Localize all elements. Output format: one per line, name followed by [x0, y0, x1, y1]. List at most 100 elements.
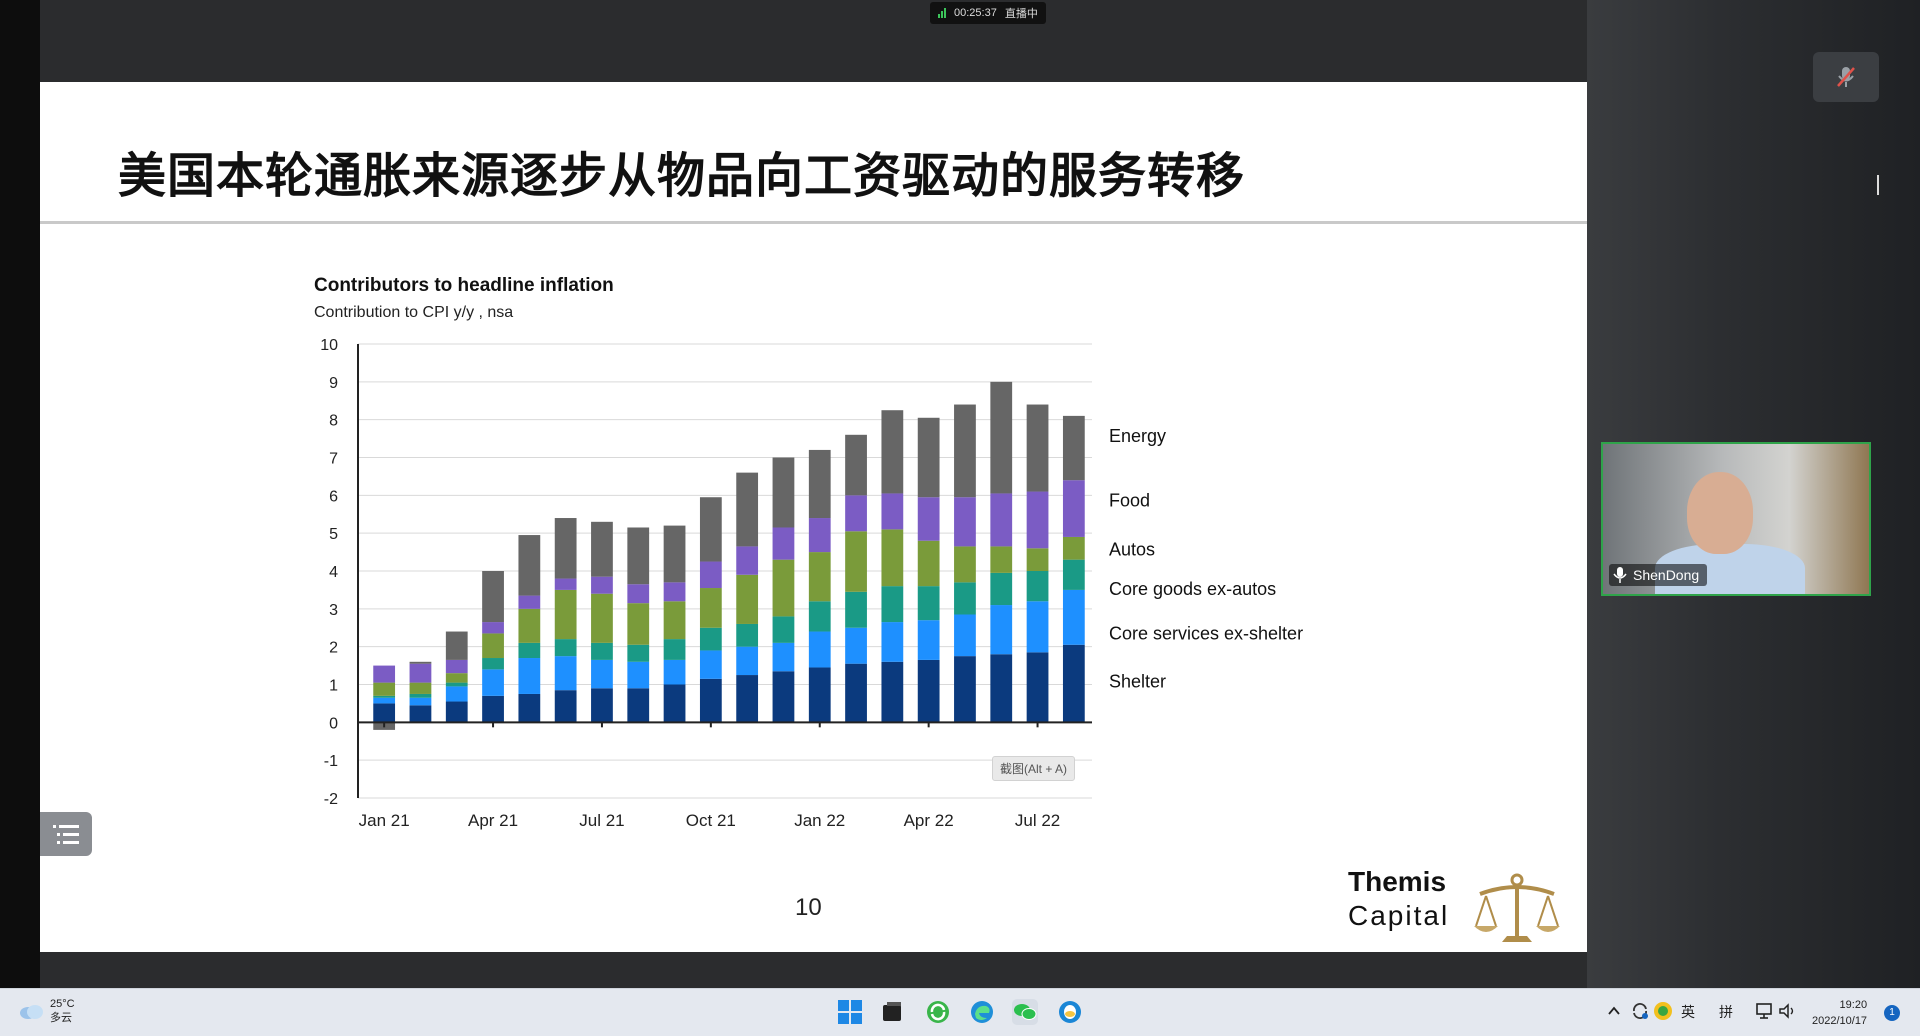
bar-segment-autos — [917, 540, 940, 587]
table-of-contents-button[interactable] — [40, 812, 92, 856]
bar-segment-core-services-ex-shelter — [881, 622, 904, 662]
ime-language[interactable]: 英 — [1681, 1004, 1695, 1020]
network-icon[interactable] — [1755, 1002, 1775, 1020]
bar-segment-shelter — [736, 675, 759, 723]
bar-segment-shelter — [554, 690, 577, 723]
bar-segment-core-services-ex-shelter — [518, 658, 541, 694]
qq-app-icon[interactable] — [1057, 999, 1083, 1025]
y-tick-label: 7 — [329, 451, 338, 468]
edge-browser-icon[interactable] — [969, 999, 995, 1025]
y-tick-label: 1 — [329, 678, 338, 695]
chevron-up-icon[interactable] — [1606, 1003, 1622, 1019]
participant-video-tile[interactable]: ShenDong — [1601, 442, 1871, 596]
bar-segment-food — [627, 584, 650, 604]
bar-segment-energy — [663, 525, 686, 583]
y-tick-label: 3 — [329, 602, 338, 619]
bar-segment-food — [591, 576, 613, 594]
microphone-icon — [1613, 567, 1627, 583]
bar-segment-core-goods-ex-autos — [373, 695, 396, 698]
bar-segment-core-goods-ex-autos — [772, 616, 795, 643]
x-tick-label: Jul 21 — [579, 811, 624, 830]
bar-segment-autos — [881, 529, 904, 587]
sync-icon[interactable] — [1630, 1001, 1650, 1021]
clock-time: 19:20 — [1839, 999, 1868, 1011]
live-status-badge: 00:25:37 直播中 — [930, 2, 1046, 24]
bar-segment-shelter — [772, 671, 795, 723]
bar-segment-core-services-ex-shelter — [663, 659, 686, 685]
participant-name-badge: ShenDong — [1609, 564, 1708, 586]
refresh-app-icon[interactable] — [925, 999, 951, 1025]
ime-mode[interactable]: 拼 — [1719, 1004, 1733, 1020]
participant-name: ShenDong — [1633, 567, 1700, 583]
chart-subtitle: Contribution to CPI y/y , nsa — [314, 304, 513, 321]
legend-label: Food — [1109, 491, 1150, 511]
bar-segment-autos — [808, 552, 831, 602]
bar-segment-energy — [409, 661, 432, 664]
weather-widget[interactable]: 25°C 多云 — [18, 997, 75, 1025]
bar-segment-shelter — [445, 701, 468, 723]
legend-label: Shelter — [1109, 672, 1166, 692]
bar-segment-core-goods-ex-autos — [917, 586, 940, 621]
bar-segment-core-goods-ex-autos — [990, 572, 1013, 606]
bar-segment-energy — [627, 527, 650, 585]
bar-segment-shelter — [373, 703, 396, 723]
bar-segment-energy — [445, 631, 468, 660]
bar-segment-food — [518, 595, 541, 609]
legend-label: Core goods ex-autos — [1109, 579, 1276, 599]
inflation-chart: Contributors to headline inflation Contr… — [314, 275, 1303, 830]
bar-segment-core-goods-ex-autos — [881, 586, 904, 623]
bar-segment-core-services-ex-shelter — [1026, 601, 1049, 653]
signal-icon — [938, 8, 946, 18]
logo-line2: Capital — [1348, 900, 1450, 931]
system-clock[interactable]: 19:20 2022/10/17 — [1812, 997, 1867, 1029]
bar-segment-shelter — [699, 678, 722, 723]
bar-segment-core-goods-ex-autos — [554, 639, 577, 657]
bar-segment-core-services-ex-shelter — [554, 656, 577, 691]
bar-segment-autos — [445, 673, 468, 683]
slide-title: 美国本轮通胀来源逐步从物品向工资驱动的服务转移 — [118, 148, 1246, 204]
screenshot-tooltip: 截图(Alt + A) — [992, 756, 1076, 781]
bar-segment-food — [373, 665, 396, 683]
bar-segment-food — [482, 622, 504, 634]
bar-segment-food — [990, 493, 1013, 547]
bar-segment-shelter — [518, 693, 541, 723]
bar-segment-autos — [990, 546, 1013, 573]
bar-segment-autos — [591, 593, 613, 643]
bar-segment-autos — [554, 589, 577, 640]
meeting-timer: 00:25:37 — [954, 7, 997, 19]
security-app-icon[interactable] — [1653, 1001, 1673, 1021]
bar-segment-shelter — [663, 684, 686, 723]
bar-segment-core-services-ex-shelter — [736, 646, 759, 676]
bar-segment-shelter — [1062, 644, 1085, 723]
bar-segment-food — [917, 497, 940, 541]
clock-date: 2022/10/17 — [1812, 1015, 1868, 1027]
y-tick-label: 8 — [329, 413, 338, 430]
mute-button[interactable] — [1813, 52, 1879, 102]
windows-start-icon[interactable] — [837, 999, 863, 1025]
bar-segment-shelter — [917, 659, 940, 723]
bar-segment-energy — [845, 434, 867, 496]
bar-segment-core-services-ex-shelter — [772, 642, 795, 672]
bar-segment-autos — [663, 601, 686, 640]
bar-segment-core-services-ex-shelter — [699, 650, 722, 679]
bar-segment-core-services-ex-shelter — [627, 661, 650, 689]
volume-icon[interactable] — [1778, 1002, 1798, 1020]
bar-segment-core-services-ex-shelter — [373, 697, 396, 704]
notification-badge[interactable]: 1 — [1884, 1005, 1900, 1021]
bar-segment-core-services-ex-shelter — [482, 669, 504, 696]
legend-label: Energy — [1109, 426, 1166, 446]
y-tick-label: 6 — [329, 488, 338, 505]
task-view-icon[interactable] — [879, 999, 905, 1025]
bar-segment-core-goods-ex-autos — [845, 591, 867, 628]
x-tick-label: Jan 22 — [794, 811, 845, 830]
bar-segment-food — [409, 663, 432, 683]
bar-segment-shelter — [954, 656, 976, 723]
bar-segment-core-goods-ex-autos — [445, 682, 468, 687]
bar-segment-core-goods-ex-autos — [1062, 559, 1085, 590]
bar-segment-core-goods-ex-autos — [736, 623, 759, 647]
bar-segment-energy — [554, 518, 577, 579]
bar-segment-core-services-ex-shelter — [1062, 589, 1085, 645]
wechat-icon[interactable] — [1012, 999, 1038, 1025]
bar-segment-shelter — [482, 695, 504, 723]
bar-segment-core-goods-ex-autos — [1026, 571, 1049, 602]
